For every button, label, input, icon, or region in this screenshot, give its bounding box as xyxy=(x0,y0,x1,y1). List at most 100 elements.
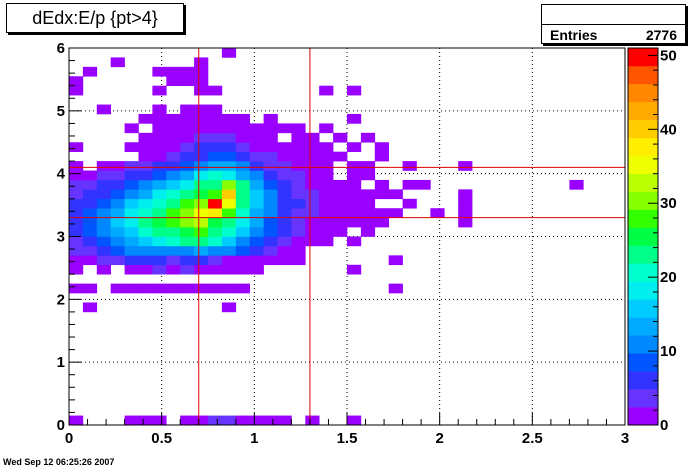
color-scale-segment xyxy=(628,227,658,246)
heatmap-cell xyxy=(69,198,84,209)
heatmap-cell xyxy=(221,264,237,275)
x-tick-label: 1 xyxy=(250,430,258,447)
heatmap-cell xyxy=(458,208,473,218)
heatmap-cell xyxy=(221,227,237,237)
heatmap-cell xyxy=(82,302,98,313)
heatmap-cell xyxy=(208,113,223,124)
heatmap-cell xyxy=(138,264,153,275)
heatmap-cell xyxy=(249,227,264,237)
heatmap-cell xyxy=(235,189,250,200)
color-scale-segment xyxy=(628,209,658,228)
heatmap-cell xyxy=(291,123,306,134)
heatmap-cell xyxy=(166,76,181,86)
heatmap-cell xyxy=(374,179,389,190)
heatmap-cell xyxy=(277,189,292,200)
heatmap-cell xyxy=(235,123,250,134)
heatmap-cell xyxy=(194,113,209,124)
heatmap-cell xyxy=(208,245,223,256)
heatmap-cell xyxy=(291,189,306,200)
heatmap-cell xyxy=(221,189,237,200)
heatmap-cell xyxy=(263,208,278,218)
heatmap-cell xyxy=(208,264,223,275)
heatmap-cell xyxy=(69,161,84,171)
heatmap-cell xyxy=(249,151,264,162)
heatmap-cell xyxy=(110,217,125,228)
heatmap-cell xyxy=(277,179,292,190)
heatmap-cell xyxy=(180,142,195,152)
heatmap-cell xyxy=(166,123,181,134)
heatmap-cell xyxy=(166,208,181,218)
heatmap-cell xyxy=(82,245,98,256)
heatmap-cell xyxy=(458,189,473,200)
heatmap-cell xyxy=(180,227,195,237)
heatmap-cell xyxy=(402,161,417,171)
heatmap-cell xyxy=(124,198,139,209)
heatmap-cell xyxy=(374,189,389,200)
color-scale-segment xyxy=(628,371,658,390)
heatmap-cell xyxy=(333,151,348,162)
heatmap-cell xyxy=(347,415,362,426)
heatmap-cell xyxy=(110,170,125,181)
heatmap-cell xyxy=(263,113,278,124)
y-tick-label: 6 xyxy=(57,40,65,57)
heatmap-cell xyxy=(263,245,278,256)
heatmap-cell xyxy=(152,198,167,209)
heatmap-cell xyxy=(263,132,278,143)
heatmap-cell xyxy=(166,161,181,171)
heatmap-cell xyxy=(96,161,111,171)
heatmap-cell xyxy=(166,151,181,162)
heatmap-cell xyxy=(291,170,306,181)
heatmap-cell xyxy=(347,198,362,209)
heatmap-cell xyxy=(138,236,153,247)
y-tick-label: 0 xyxy=(57,417,65,434)
heatmap-cell xyxy=(319,179,334,190)
heatmap-cell xyxy=(208,415,223,426)
color-scale-segment xyxy=(628,353,658,372)
heatmap-cell xyxy=(208,170,223,181)
heatmap-cells xyxy=(69,48,584,426)
heatmap-cell xyxy=(374,208,389,218)
heatmap-cell xyxy=(138,189,153,200)
heatmap-cell xyxy=(360,170,376,181)
heatmap-cell xyxy=(360,217,376,228)
heatmap-cell xyxy=(180,179,195,190)
heatmap-cell xyxy=(82,227,98,237)
heatmap-cell xyxy=(319,236,334,247)
heatmap-cell xyxy=(319,161,334,171)
heatmap-cell xyxy=(194,104,209,115)
heatmap-cell xyxy=(235,227,250,237)
y-tick-label: 3 xyxy=(57,229,65,246)
heatmap-cell xyxy=(194,151,209,162)
heatmap-cell xyxy=(110,179,125,190)
heatmap-cell xyxy=(180,255,195,266)
heatmap-cell xyxy=(152,85,167,96)
heatmap-cell xyxy=(319,85,334,96)
heatmap-cell xyxy=(305,151,320,162)
heatmap-cell xyxy=(138,255,153,266)
heatmap-cell xyxy=(180,66,195,77)
chart-title-text: dEdx:E/p {pt>4} xyxy=(32,7,158,28)
y-tick-label: 2 xyxy=(57,291,65,308)
heatmap-cell xyxy=(82,189,98,200)
heatmap-cell xyxy=(333,227,348,237)
y-tick-label: 1 xyxy=(57,354,65,371)
heatmap-cell xyxy=(194,170,209,181)
heatmap-cell xyxy=(249,198,264,209)
x-tick-label: 3 xyxy=(621,430,629,447)
heatmap-cell xyxy=(166,113,181,124)
heatmap-cell xyxy=(319,227,334,237)
heatmap-cell xyxy=(82,198,98,209)
heatmap-cell xyxy=(96,189,111,200)
x-tick-label: 0.5 xyxy=(151,430,172,447)
heatmap-cell xyxy=(96,217,111,228)
heatmap-cell xyxy=(319,123,334,134)
heatmap-cell xyxy=(291,255,306,266)
heatmap-cell xyxy=(333,189,348,200)
heatmap-cell xyxy=(180,208,195,218)
heatmap-cell xyxy=(235,161,250,171)
heatmap-cell xyxy=(277,415,292,426)
heatmap-cell xyxy=(249,161,264,171)
heatmap-cell xyxy=(235,142,250,152)
heatmap-cell xyxy=(305,161,320,171)
heatmap-cell xyxy=(277,161,292,171)
